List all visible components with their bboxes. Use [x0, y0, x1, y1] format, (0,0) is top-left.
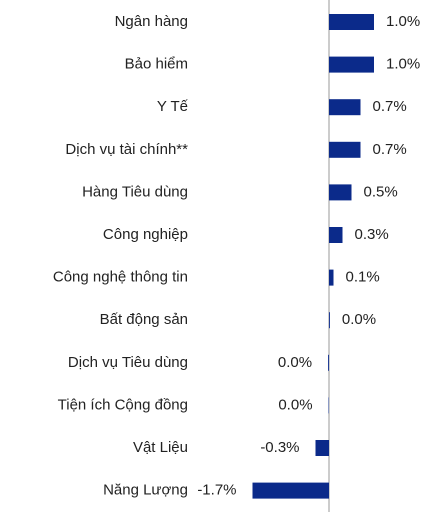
value-label: 1.0% — [386, 13, 420, 30]
value-label: 0.1% — [346, 269, 380, 286]
category-label: Bất động sản — [100, 311, 188, 328]
bar — [329, 99, 361, 116]
category-label: Năng Lượng — [103, 482, 188, 499]
bar — [315, 440, 329, 456]
value-label: 0.0% — [342, 311, 376, 328]
value-label: 0.5% — [364, 183, 398, 200]
bar — [329, 56, 374, 73]
category-label: Bảo hiểm — [125, 56, 188, 73]
value-label: 1.0% — [386, 56, 420, 73]
category-label: Vật Liệu — [133, 439, 188, 456]
category-label: Dịch vụ tài chính** — [65, 141, 188, 158]
value-label: 0.7% — [373, 141, 407, 158]
category-label: Hàng Tiêu dùng — [82, 183, 188, 200]
bar — [329, 141, 361, 158]
category-label: Dịch vụ Tiêu dùng — [68, 354, 188, 371]
bar — [329, 227, 343, 243]
bar — [329, 14, 374, 30]
value-label: -0.3% — [260, 439, 299, 456]
bar — [252, 482, 329, 499]
value-label: 0.7% — [373, 98, 407, 115]
category-label: Tiện ích Cộng đồng — [58, 396, 188, 413]
bar — [329, 269, 334, 286]
category-label: Công nghiệp — [103, 226, 188, 243]
category-label: Y Tế — [157, 98, 189, 115]
bar — [328, 354, 329, 371]
bar — [329, 312, 330, 329]
value-label: 0.0% — [278, 396, 312, 413]
value-label: -1.7% — [197, 482, 236, 499]
category-label: Ngân hàng — [115, 13, 188, 30]
bar — [329, 184, 352, 201]
value-label: 0.0% — [278, 354, 312, 371]
category-label: Công nghệ thông tin — [53, 269, 188, 286]
value-label: 0.3% — [355, 226, 389, 243]
